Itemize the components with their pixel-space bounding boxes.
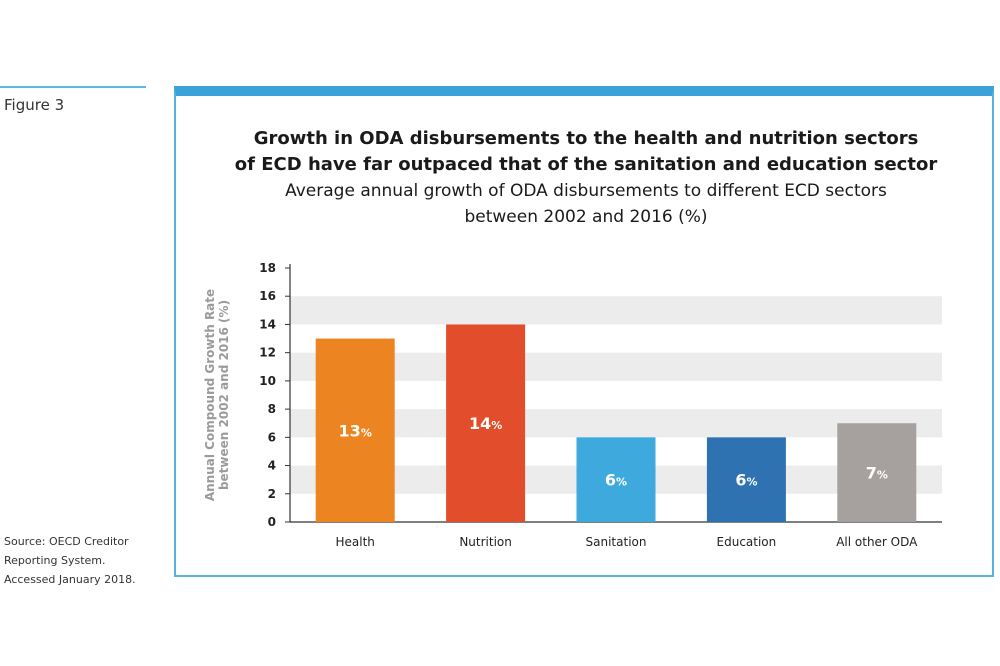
chart-panel: Growth in ODA disbursements to the healt… <box>174 86 994 577</box>
data-label: 6% <box>605 471 627 490</box>
category-label: Health <box>335 535 374 549</box>
y-tick-label: 18 <box>259 261 276 275</box>
source-line: Accessed January 2018. <box>4 573 136 586</box>
y-tick-label: 8 <box>268 402 276 416</box>
figure-rule <box>0 86 146 88</box>
chart-title-line: Growth in ODA disbursements to the healt… <box>253 128 919 149</box>
y-tick-label: 0 <box>268 515 276 529</box>
data-label: 13% <box>339 421 372 440</box>
bar <box>837 423 917 522</box>
category-label: Education <box>717 535 777 549</box>
grid-band <box>290 352 942 381</box>
y-tick-label: 2 <box>268 487 276 501</box>
y-tick-label: 14 <box>259 317 276 331</box>
chart-title-line: of ECD have far outpaced that of the san… <box>234 154 938 175</box>
y-tick-label: 12 <box>259 346 276 360</box>
chart-subtitle-line: between 2002 and 2016 (%) <box>464 207 708 227</box>
category-label: Sanitation <box>586 535 647 549</box>
source-line: Reporting System. <box>4 554 106 567</box>
bar <box>576 437 656 522</box>
bar <box>315 338 395 522</box>
y-tick-label: 6 <box>268 430 276 444</box>
data-label: 6% <box>735 471 757 490</box>
y-axis-label: Annual Compound Growth Ratebetween 2002 … <box>203 289 231 501</box>
figure-label: Figure 3 <box>4 96 65 114</box>
grid-band <box>290 296 942 325</box>
chart-subtitle-line: Average annual growth of ODA disbursemen… <box>285 181 887 201</box>
source-note: Source: OECD Creditor Reporting System. … <box>4 532 154 589</box>
category-label: Nutrition <box>459 535 512 549</box>
y-tick-label: 10 <box>259 374 276 388</box>
source-line: Source: OECD Creditor <box>4 535 129 548</box>
data-label: 14% <box>469 414 502 433</box>
bar-chart: 0 2 4 6 8 10 12 14 16 18 Annual Compound Growth Ra… <box>203 261 942 549</box>
data-label: 7% <box>866 464 888 483</box>
y-tick-label: 16 <box>259 289 276 303</box>
bar <box>706 437 786 522</box>
chart-heading: Growth in ODA disbursements to the healt… <box>176 126 996 230</box>
grid-band <box>290 409 942 438</box>
y-tick-label: 4 <box>268 459 276 473</box>
category-label: All other ODA <box>836 535 918 549</box>
bar <box>446 324 526 522</box>
